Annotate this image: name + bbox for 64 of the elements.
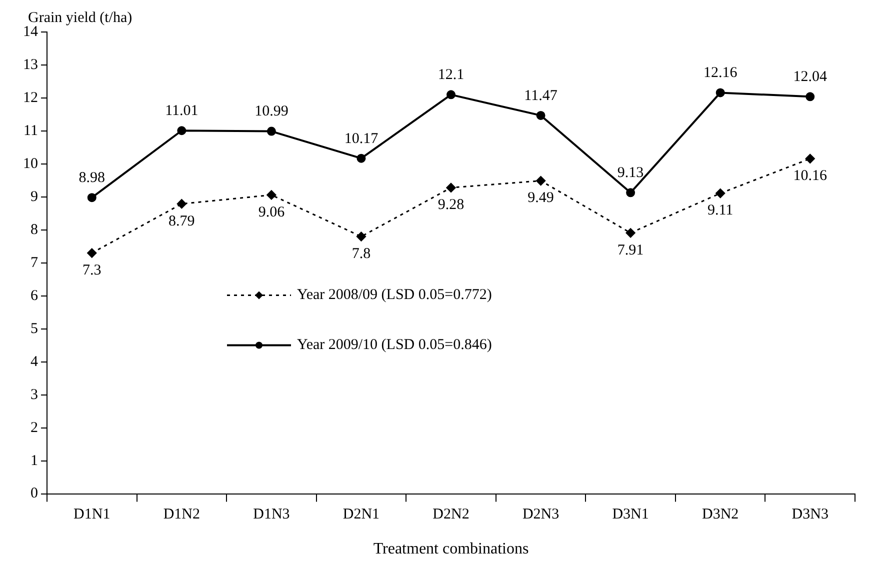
y-tick-label: 3 [30,386,38,403]
point [805,154,815,164]
data-label: 12.16 [703,65,738,82]
point [177,126,186,136]
legend-label: Year 2008/09 (LSD 0.05=0.772) [297,287,492,304]
x-tick-label: D2N1 [342,506,380,523]
y-tick-label: 11 [24,122,38,139]
point [536,176,546,186]
y-tick-label: 13 [23,56,38,73]
point [356,154,366,163]
point [716,188,726,198]
data-label: 12.1 [438,67,464,84]
data-label: 10.17 [344,130,379,147]
x-tick-label: D2N3 [522,506,560,523]
point [446,182,456,192]
data-label: 7.8 [352,246,371,262]
y-tick-label: 14 [23,24,38,40]
x-tick-label: D1N3 [253,506,290,523]
y-tick-label: 10 [23,156,38,172]
y-tick-label: 5 [30,320,38,337]
legend-label: Year 2009/10 (LSD 0.05=0.846) [297,337,492,354]
point [626,228,636,238]
data-label: 10.16 [793,168,828,184]
data-label: 11.01 [165,103,198,120]
x-tick-label: D3N2 [702,506,739,523]
x-tick-label: D3N1 [612,506,649,523]
y-tick-label: 4 [30,354,38,370]
point [806,92,815,102]
data-label: 9.49 [528,190,554,206]
point [266,126,276,136]
x-tick-label: D2N2 [432,506,470,523]
x-tick-label: D3N3 [792,506,828,523]
y-tick-label: 2 [30,420,38,436]
data-label: 10.99 [254,104,288,120]
data-label: 8.98 [78,170,106,186]
y-tick-label: 12 [23,90,38,106]
data-label: 9.11 [707,202,734,219]
point [87,248,97,258]
point [87,193,96,202]
point [266,190,276,200]
point [536,110,546,120]
y-tick-label: 7 [30,254,38,271]
y-tick-label: 9 [30,188,38,205]
data-label: 7.91 [617,242,644,258]
data-label: 11.47 [524,88,558,104]
point [716,88,725,98]
y-tick-label: 6 [30,288,38,304]
point [446,90,456,100]
data-label: 9.28 [438,197,464,214]
x-axis-title: Treatment combinations [373,540,529,558]
data-label: 9.06 [258,204,286,220]
x-tick-label: D1N2 [163,506,200,523]
x-tick-label: D1N1 [74,506,110,523]
point [356,232,366,242]
data-label: 8.79 [168,213,195,230]
y-axis-title: Grain yield (t/ha) [28,10,132,26]
data-label: 9.13 [617,165,644,182]
y-tick-label: 0 [30,486,38,502]
point [626,188,636,198]
point [176,199,186,209]
data-label: 12.04 [793,69,828,86]
y-tick-label: 8 [30,222,38,238]
data-label: 7.3 [82,262,102,278]
y-tick-label: 1 [30,452,38,469]
